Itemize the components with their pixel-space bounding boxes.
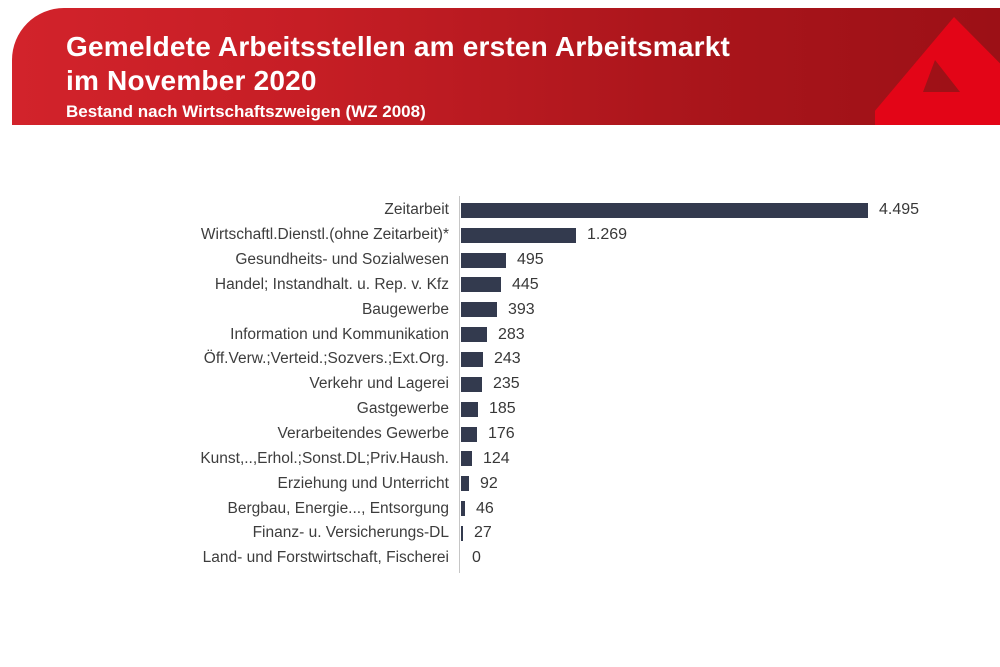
bar-zone: 176 xyxy=(449,422,1000,447)
bar-zone: 235 xyxy=(449,372,1000,397)
bar-zone: 4.495 xyxy=(449,198,1000,223)
y-axis-line xyxy=(459,196,460,573)
chart-row: Öff.Verw.;Verteid.;Sozvers.;Ext.Org. 243 xyxy=(0,347,1000,372)
category-label: Verarbeitendes Gewerbe xyxy=(277,425,449,443)
bar-zone: 1.269 xyxy=(449,223,1000,248)
category-label: Finanz- u. Versicherungs-DL xyxy=(252,524,449,542)
bar-zone: 46 xyxy=(449,496,1000,521)
bar xyxy=(461,401,478,417)
chart-rows: Zeitarbeit 4.495 Wirtschaftl.Dienstl.(oh… xyxy=(0,198,1000,571)
header-banner: Gemeldete Arbeitsstellen am ersten Arbei… xyxy=(12,8,1000,125)
chart-row: Finanz- u. Versicherungs-DL 27 xyxy=(0,521,1000,546)
bar xyxy=(461,351,483,367)
value-label: 1.269 xyxy=(587,226,628,244)
value-label: 445 xyxy=(512,275,539,293)
chart-row: Gesundheits- und Sozialwesen 495 xyxy=(0,248,1000,273)
bar-zone: 243 xyxy=(449,347,1000,372)
bar-zone: 283 xyxy=(449,322,1000,347)
category-label: Verkehr und Lagerei xyxy=(309,375,449,393)
bar-zone: 185 xyxy=(449,397,1000,422)
value-label: 495 xyxy=(517,251,544,269)
bar-zone: 445 xyxy=(449,273,1000,298)
value-label: 393 xyxy=(508,300,535,318)
category-label: Gesundheits- und Sozialwesen xyxy=(235,251,449,269)
value-label: 243 xyxy=(494,350,521,368)
chart-row: Gastgewerbe 185 xyxy=(0,397,1000,422)
category-label: Baugewerbe xyxy=(361,300,449,318)
bar xyxy=(461,252,506,268)
page-title-line1: Gemeldete Arbeitsstellen am ersten Arbei… xyxy=(66,31,731,62)
category-label: Öff.Verw.;Verteid.;Sozvers.;Ext.Org. xyxy=(203,350,449,368)
bar-zone: 92 xyxy=(449,471,1000,496)
page-title: Gemeldete Arbeitsstellen am ersten Arbei… xyxy=(66,30,730,98)
value-label: 92 xyxy=(480,474,498,492)
category-label: Kunst,..,Erhol.;Sonst.DL;Priv.Haush. xyxy=(200,449,449,467)
bar xyxy=(461,302,497,318)
chart-row: Bergbau, Energie..., Entsorgung 46 xyxy=(0,496,1000,521)
chart-row: Kunst,..,Erhol.;Sonst.DL;Priv.Haush. 124 xyxy=(0,446,1000,471)
bar-zone: 393 xyxy=(449,297,1000,322)
value-label: 46 xyxy=(476,499,494,517)
bar xyxy=(461,202,868,218)
bar xyxy=(461,376,482,392)
value-label: 235 xyxy=(493,375,520,393)
bar xyxy=(461,451,472,467)
bar xyxy=(461,227,576,243)
value-label: 4.495 xyxy=(879,201,920,219)
chart-row: Verarbeitendes Gewerbe 176 xyxy=(0,422,1000,447)
bar xyxy=(461,277,501,293)
value-label: 176 xyxy=(488,425,515,443)
chart-row: Handel; Instandhalt. u. Rep. v. Kfz 445 xyxy=(0,273,1000,298)
bundesagentur-fuer-arbeit-a-icon xyxy=(875,17,1000,125)
bar-zone: 495 xyxy=(449,248,1000,273)
category-label: Handel; Instandhalt. u. Rep. v. Kfz xyxy=(214,275,449,293)
category-label: Gastgewerbe xyxy=(356,400,449,418)
bar xyxy=(461,501,465,517)
value-label: 185 xyxy=(489,400,516,418)
value-label: 0 xyxy=(472,549,481,567)
chart-row: Baugewerbe 393 xyxy=(0,297,1000,322)
chart-row: Land- und Forstwirtschaft, Fischerei 0 xyxy=(0,546,1000,571)
bar-zone: 27 xyxy=(449,521,1000,546)
bar xyxy=(461,525,463,541)
category-label: Land- und Forstwirtschaft, Fischerei xyxy=(202,549,449,567)
value-label: 283 xyxy=(498,325,525,343)
category-label: Erziehung und Unterricht xyxy=(277,474,449,492)
bar-zone: 124 xyxy=(449,446,1000,471)
category-label: Zeitarbeit xyxy=(384,201,449,219)
chart-row: Verkehr und Lagerei 235 xyxy=(0,372,1000,397)
value-label: 27 xyxy=(474,524,492,542)
value-label: 124 xyxy=(483,449,510,467)
bar xyxy=(461,426,477,442)
chart-row: Erziehung und Unterricht 92 xyxy=(0,471,1000,496)
bar xyxy=(461,476,469,492)
chart-row: Zeitarbeit 4.495 xyxy=(0,198,1000,223)
category-label: Information und Kommunikation xyxy=(230,325,449,343)
chart-row: Information und Kommunikation 283 xyxy=(0,322,1000,347)
chart-row: Wirtschaftl.Dienstl.(ohne Zeitarbeit)* 1… xyxy=(0,223,1000,248)
page-title-line2: im November 2020 xyxy=(66,65,317,96)
bar xyxy=(461,327,487,343)
category-label: Wirtschaftl.Dienstl.(ohne Zeitarbeit)* xyxy=(200,226,449,244)
category-label: Bergbau, Energie..., Entsorgung xyxy=(227,499,449,517)
bar-zone: 0 xyxy=(449,546,1000,571)
page-subtitle: Bestand nach Wirtschaftszweigen (WZ 2008… xyxy=(66,102,426,121)
